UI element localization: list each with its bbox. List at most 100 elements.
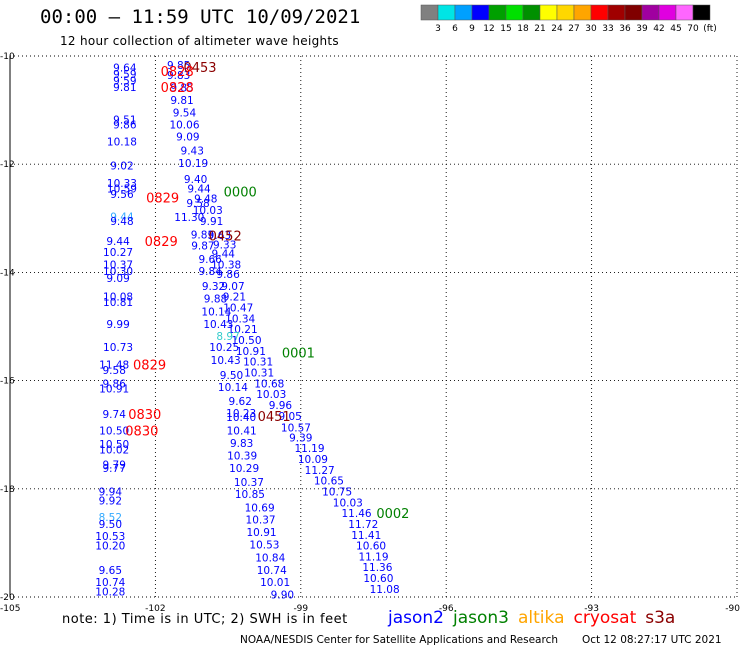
y-axis-ticks: -10 -12 -14 -16 -18 -20 xyxy=(0,52,15,603)
wave-height-value: 10.73 xyxy=(103,342,133,354)
colorbar-label: 45 xyxy=(670,24,681,34)
colorbar-label: 15 xyxy=(500,24,511,34)
wave-height-value: 9.40 xyxy=(184,174,207,186)
colorbar-swatch xyxy=(505,4,524,21)
wave-height-value: 10.33 xyxy=(107,178,137,190)
wave-height-value: 10.84 xyxy=(255,553,285,565)
wave-height-value: 11.72 xyxy=(348,519,378,531)
colorbar-swatch xyxy=(539,4,558,21)
wave-height-value: 9.50 xyxy=(220,370,243,382)
wave-height-value: 10.60 xyxy=(356,541,386,553)
pass-time-label: 0453 xyxy=(183,61,216,76)
y-tick-label: -18 xyxy=(0,485,15,495)
x-tick-label: -105 xyxy=(0,604,20,614)
wave-height-value: 9.44 xyxy=(106,236,130,248)
wave-height-value: 9.50 xyxy=(99,519,122,531)
satellite-legend: jason2 jason3 altika cryosat s3a xyxy=(388,608,684,628)
wave-height-value: 9.96 xyxy=(269,400,293,412)
wave-height-value: 10.37 xyxy=(234,477,264,489)
pass-time-label: 0829 xyxy=(145,235,178,250)
wave-height-value: 10.03 xyxy=(256,389,286,401)
wave-height-value: 9.92 xyxy=(99,496,122,508)
wave-height-value: 11.08 xyxy=(370,584,400,596)
wave-height-value: 10.40 xyxy=(226,412,256,424)
colorbar-swatch xyxy=(624,4,643,21)
wave-height-value: 9.43 xyxy=(181,146,204,158)
pass-time-label: 0828 xyxy=(161,65,194,80)
colorbar-label: 70 xyxy=(687,24,699,34)
wave-height-value: 10.34 xyxy=(225,313,255,325)
wave-height-value: 10.69 xyxy=(245,503,275,515)
wave-height-value: 9.86 xyxy=(113,120,137,132)
wave-height-value: 10.06 xyxy=(169,120,199,132)
wave-height-value: 9.77 xyxy=(103,463,126,475)
colorbar-label: 30 xyxy=(585,24,597,34)
wave-height-value: 9.86 xyxy=(216,269,240,281)
wave-height-value: 9.65 xyxy=(99,565,122,577)
x-tick-label: -93 xyxy=(584,604,599,614)
colorbar-swatch xyxy=(675,4,694,21)
wave-height-value: 9.33 xyxy=(213,239,236,251)
wave-height-value: 9.85 xyxy=(170,82,193,94)
wave-height-value: 9.44 xyxy=(187,184,211,196)
wave-height-value: 9.87 xyxy=(191,240,214,252)
wave-height-value: 10.81 xyxy=(103,297,133,309)
wave-height-value: 8.52 xyxy=(99,512,122,524)
wave-height-value: 11.19 xyxy=(358,551,388,563)
wave-height-value: 10.38 xyxy=(211,259,241,271)
wave-height-value: 10.02 xyxy=(99,444,129,456)
wave-height-value: 10.74 xyxy=(95,577,125,589)
colorbar-swatch xyxy=(573,4,592,21)
wave-height-value: 9.83 xyxy=(167,70,190,82)
wave-height-value: 9.02 xyxy=(110,160,133,172)
x-tick-label: -96 xyxy=(439,604,454,614)
wave-height-value: 10.43 xyxy=(203,319,233,331)
colorbar-label: 39 xyxy=(636,24,648,34)
wave-height-value: 9.99 xyxy=(106,319,129,331)
pass-time-label: 0001 xyxy=(282,346,315,361)
wave-height-value: 9.58 xyxy=(186,198,209,210)
wave-height-value: 9.07 xyxy=(221,281,244,293)
wave-height-value: 9.48 xyxy=(194,193,217,205)
pass-time-label: 0829 xyxy=(133,358,166,373)
wave-height-value: 9.51 xyxy=(113,114,136,126)
wave-height-value: 11.27 xyxy=(305,465,335,477)
wave-height-value: 9.09 xyxy=(106,273,129,285)
wave-height-value: 10.60 xyxy=(363,573,393,585)
pass-time-label: 0000 xyxy=(224,185,257,200)
legend-s3a: s3a xyxy=(645,608,676,628)
wave-height-value: 9.79 xyxy=(103,459,126,471)
wave-height-value: 9.09 xyxy=(176,132,199,144)
pass-time-label: 0002 xyxy=(376,507,409,522)
wave-height-value: 10.68 xyxy=(254,378,284,390)
wave-height-value: 10.25 xyxy=(209,342,239,354)
pass-time-label: 0452 xyxy=(209,230,242,245)
colorbar-label: 6 xyxy=(452,24,458,34)
wave-height-value: 10.28 xyxy=(95,587,125,599)
wave-height-value: 9.63 xyxy=(208,230,231,242)
legend-jason3: jason3 xyxy=(453,608,509,628)
wave-height-value: 10.37 xyxy=(103,259,133,271)
wave-height-value: 11.46 xyxy=(342,508,372,520)
wave-height-value: 9.85 xyxy=(167,60,190,72)
y-tick-label: -20 xyxy=(0,593,15,603)
wave-height-labels: 9.649.599.599.819.519.8610.189.0210.3310… xyxy=(95,60,399,601)
wave-height-value: 10.01 xyxy=(260,577,290,589)
x-tick-label: -90 xyxy=(725,604,740,614)
footer-credit: NOAA/NESDIS Center for Satellite Applica… xyxy=(240,634,558,646)
color-scale-bar: 3 6 9 12 15 18 21 24 27 30 33 36 39 42 45 70 (ft) xyxy=(420,4,717,34)
y-tick-label: -12 xyxy=(0,160,15,170)
wave-height-value: 10.14 xyxy=(201,306,231,318)
wave-height-value: 10.14 xyxy=(218,382,248,394)
wave-height-value: 10.85 xyxy=(235,489,265,501)
pass-time-label: 0828 xyxy=(161,81,194,96)
colorbar-swatch xyxy=(607,4,626,21)
wave-height-value: 10.39 xyxy=(227,450,257,462)
wave-height-value: 10.18 xyxy=(107,136,137,148)
colorbar-swatch xyxy=(420,4,439,21)
wave-height-value: 9.81 xyxy=(113,82,136,94)
wave-height-value: 8.97 xyxy=(216,331,239,343)
wave-height-value: 10.53 xyxy=(249,540,279,552)
colorbar-swatch xyxy=(454,4,473,21)
